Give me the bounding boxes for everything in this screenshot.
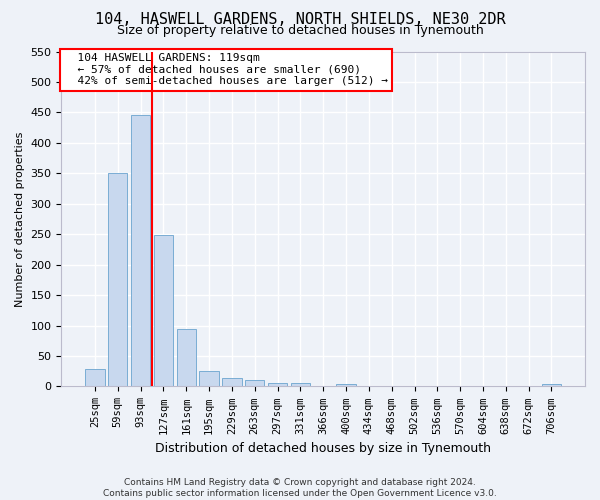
Bar (290, 384, 310, 386)
Text: 104 HASWELL GARDENS: 119sqm
  ← 57% of detached houses are smaller (690)
  42% o: 104 HASWELL GARDENS: 119sqm ← 57% of det… (64, 53, 388, 86)
Text: Size of property relative to detached houses in Tynemouth: Size of property relative to detached ho… (116, 24, 484, 37)
Bar (337, 384, 356, 386)
Bar (154, 236, 173, 386)
X-axis label: Distribution of detached houses by size in Tynemouth: Distribution of detached houses by size … (155, 442, 491, 455)
Text: 104, HASWELL GARDENS, NORTH SHIELDS, NE30 2DR: 104, HASWELL GARDENS, NORTH SHIELDS, NE3… (95, 12, 505, 28)
Bar (245, 380, 265, 386)
Bar (176, 328, 196, 386)
Bar (542, 384, 561, 386)
Bar (199, 371, 219, 386)
Bar (131, 116, 150, 386)
Y-axis label: Number of detached properties: Number of detached properties (15, 132, 25, 306)
Bar (222, 378, 242, 386)
Bar (108, 174, 127, 386)
Text: Contains HM Land Registry data © Crown copyright and database right 2024.
Contai: Contains HM Land Registry data © Crown c… (103, 478, 497, 498)
Bar (85, 370, 104, 386)
Bar (268, 383, 287, 386)
